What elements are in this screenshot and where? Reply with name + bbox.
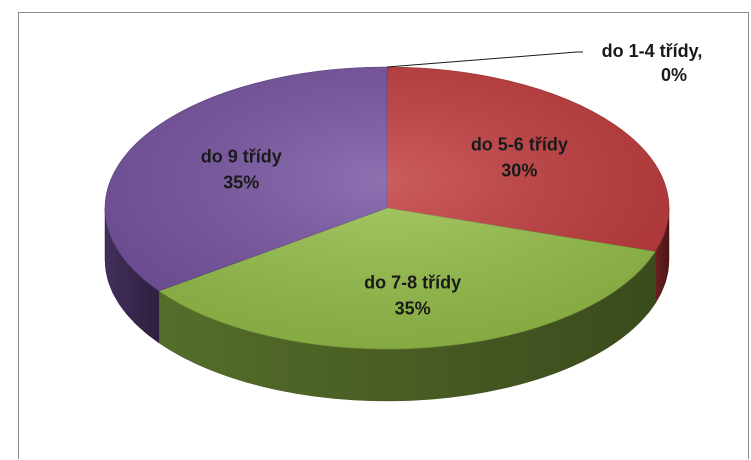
- slice-label-3: do 7-8 třídy: [364, 272, 461, 292]
- pie-chart: do 1-4 třídy, 0% do 5-6 třídy 30% do 7-8 tří…: [104, 41, 703, 402]
- leader-line-1: [386, 51, 583, 68]
- slice-label-1: do 1-4 třídy,: [602, 41, 703, 61]
- slice-percent-4: 35%: [223, 172, 259, 192]
- pie-labels: do 1-4 třídy, 0% do 5-6 třídy 30% do 7-8 tří…: [201, 41, 703, 318]
- chart-area: do 1-4 třídy, 0% do 5-6 třídy 30% do 7-8 tří…: [18, 12, 749, 459]
- slice-percent-1: 0%: [661, 65, 687, 85]
- pie-side-shade-3: [158, 251, 656, 401]
- slice-label-4: do 9 třídy: [201, 146, 282, 166]
- pie-tops: [104, 66, 670, 350]
- slice-percent-3: 35%: [395, 298, 431, 318]
- slice-label-2: do 5-6 třídy: [471, 135, 568, 155]
- slice-percent-2: 30%: [501, 161, 537, 181]
